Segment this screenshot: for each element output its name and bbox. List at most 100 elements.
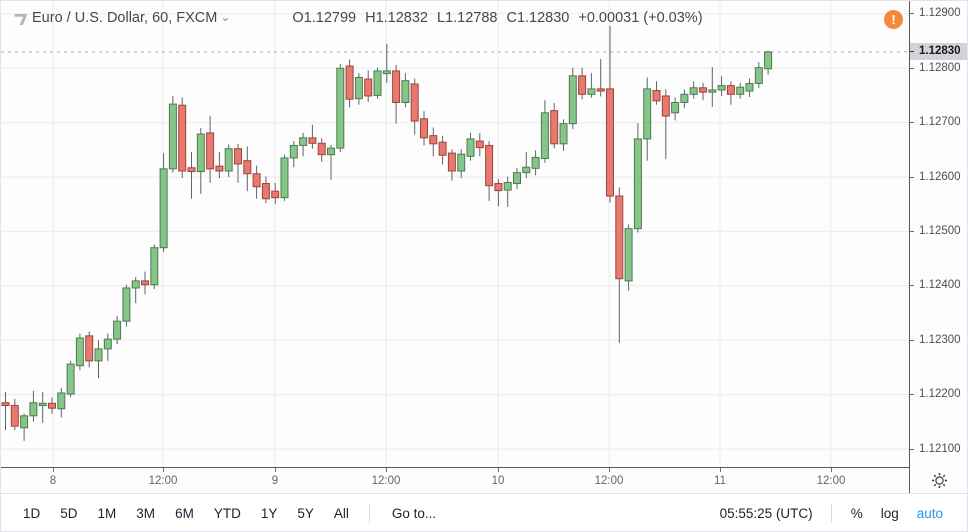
chart-legend: Euro / U.S. Dollar, 60, FXCM ⌄ O1.12799 … [14,10,712,26]
symbol-title[interactable]: Euro / U.S. Dollar, 60, FXCM [32,10,218,26]
candle-down [10,404,19,427]
candle-down [447,152,456,172]
time-axis-tick [831,468,832,472]
goto-button[interactable]: Go to... [391,506,437,521]
range-button-1d[interactable]: 1D [23,506,41,521]
range-button-6m[interactable]: 6M [175,506,194,521]
candle-up [94,348,103,362]
candle-up [736,86,745,95]
candle-down [652,90,661,102]
range-button-all[interactable]: All [333,506,349,521]
scale-mode-buttons: 05:55:25 (UTC) % log auto [712,502,967,525]
candle-up [224,148,233,172]
candle-up [531,156,540,169]
auto-scale-button[interactable]: auto [916,506,943,521]
candle-down [345,65,354,100]
log-scale-button[interactable]: log [880,506,899,521]
price-axis[interactable]: 1.12830 1.12900 1.12800 1.12700 1.12600 1.12… [909,1,967,468]
candle-down [438,141,447,156]
candle-up [624,228,633,282]
candle-up [336,67,345,149]
time-axis-tick [498,468,499,472]
candle-up [745,82,754,92]
candle-up [708,89,717,93]
time-axis-label: 12:00 [371,475,401,487]
candle-up [29,402,38,417]
candle-up [633,138,642,230]
price-axis-tick [910,448,914,450]
alert-icon[interactable]: ! [884,10,903,29]
time-axis[interactable]: 8 12:00 9 12:00 10 12:00 11 12:00 [1,467,909,493]
candle-up [113,320,122,340]
time-axis-label: 12:00 [148,475,178,487]
candle-down [252,173,261,188]
price-axis-label: 1.12600 [919,170,961,183]
candle-up [680,93,689,103]
candle-down [485,144,494,187]
candlestick-chart[interactable] [1,1,909,467]
range-button-ytd[interactable]: YTD [213,506,241,521]
candle-down [206,132,215,170]
candle-down [578,75,587,95]
chevron-down-icon[interactable]: ⌄ [220,10,231,24]
time-axis-tick [720,468,721,472]
candle-down [726,85,735,95]
price-axis-tick [910,230,914,232]
candle-up [568,75,577,125]
candle-down [271,190,280,199]
time-axis-label: 11 [714,475,726,487]
candle-down [606,88,614,197]
price-axis-label: 1.12900 [919,7,961,20]
candle-down [596,88,605,92]
candle-up [401,80,410,103]
percent-scale-button[interactable]: % [850,506,863,521]
candle-down [550,110,559,145]
toolbar-divider [368,504,370,523]
candle-down [420,118,428,139]
price-axis-tick [910,13,914,15]
candle-up [503,181,512,191]
candle-up [103,338,112,350]
candle-down [699,87,707,93]
candle-up [382,70,391,75]
candle-down [1,402,10,406]
price-axis-tick [910,67,914,69]
symbol-logo-icon [14,11,28,26]
range-button-1y[interactable]: 1Y [260,506,278,521]
candle-up [150,247,159,286]
time-axis-tick [609,468,610,472]
candle-up [764,51,773,70]
range-button-1m[interactable]: 1M [97,506,117,521]
candle-up [66,363,75,395]
price-axis-label: 1.12500 [919,224,961,237]
candle-down [475,140,484,149]
candle-down [243,160,252,175]
candle-down [261,183,270,200]
range-buttons: 1D 5D 1M 3M 6M YTD 1Y 5Y All Go to... [1,502,448,525]
candle-down [178,104,187,172]
price-axis-tick [910,394,914,396]
clock-button[interactable]: 05:55:25 (UTC) [719,506,813,521]
range-button-5y[interactable]: 5Y [297,506,314,521]
candle-down [364,78,373,97]
gear-icon[interactable] [931,472,948,489]
range-button-3m[interactable]: 3M [136,506,156,521]
candle-up [159,168,168,249]
candle-up [559,123,568,145]
candle-up [587,88,596,95]
candle-up [671,101,680,114]
price-axis-tick [910,339,914,341]
bottom-toolbar: 1D 5D 1M 3M 6M YTD 1Y 5Y All Go to... 05:55:25 (… [1,493,967,531]
range-button-5d[interactable]: 5D [60,506,78,521]
candle-up [131,280,140,289]
candle-down [187,167,196,173]
price-axis-label: 1.12300 [919,333,961,346]
candle-down [410,83,419,122]
candle-down [308,137,317,144]
candle-down [429,135,438,145]
candle-up [38,402,47,406]
chart-pane[interactable]: Euro / U.S. Dollar, 60, FXCM ⌄ O1.12799 … [1,1,909,467]
candle-up [354,76,363,100]
ohlc-values: O1.12799 H1.12832 L1.12788 C1.12830 +0.0… [292,10,711,26]
